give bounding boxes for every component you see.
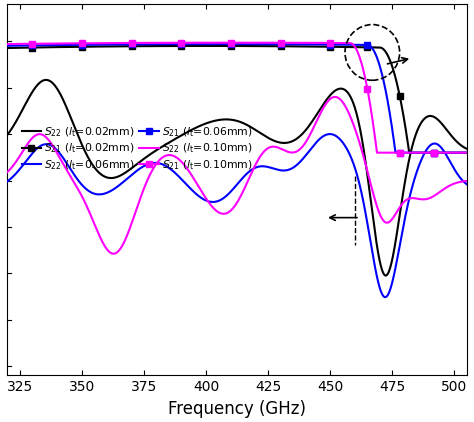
X-axis label: Frequency (GHz): Frequency (GHz) — [168, 400, 306, 418]
Legend: $S_{22}$ ($l_{\mathrm{t}}$=0.02mm), $S_{21}$ ($l_{\mathrm{t}}$=0.02mm), $S_{22}$: $S_{22}$ ($l_{\mathrm{t}}$=0.02mm), $S_{… — [18, 121, 257, 176]
